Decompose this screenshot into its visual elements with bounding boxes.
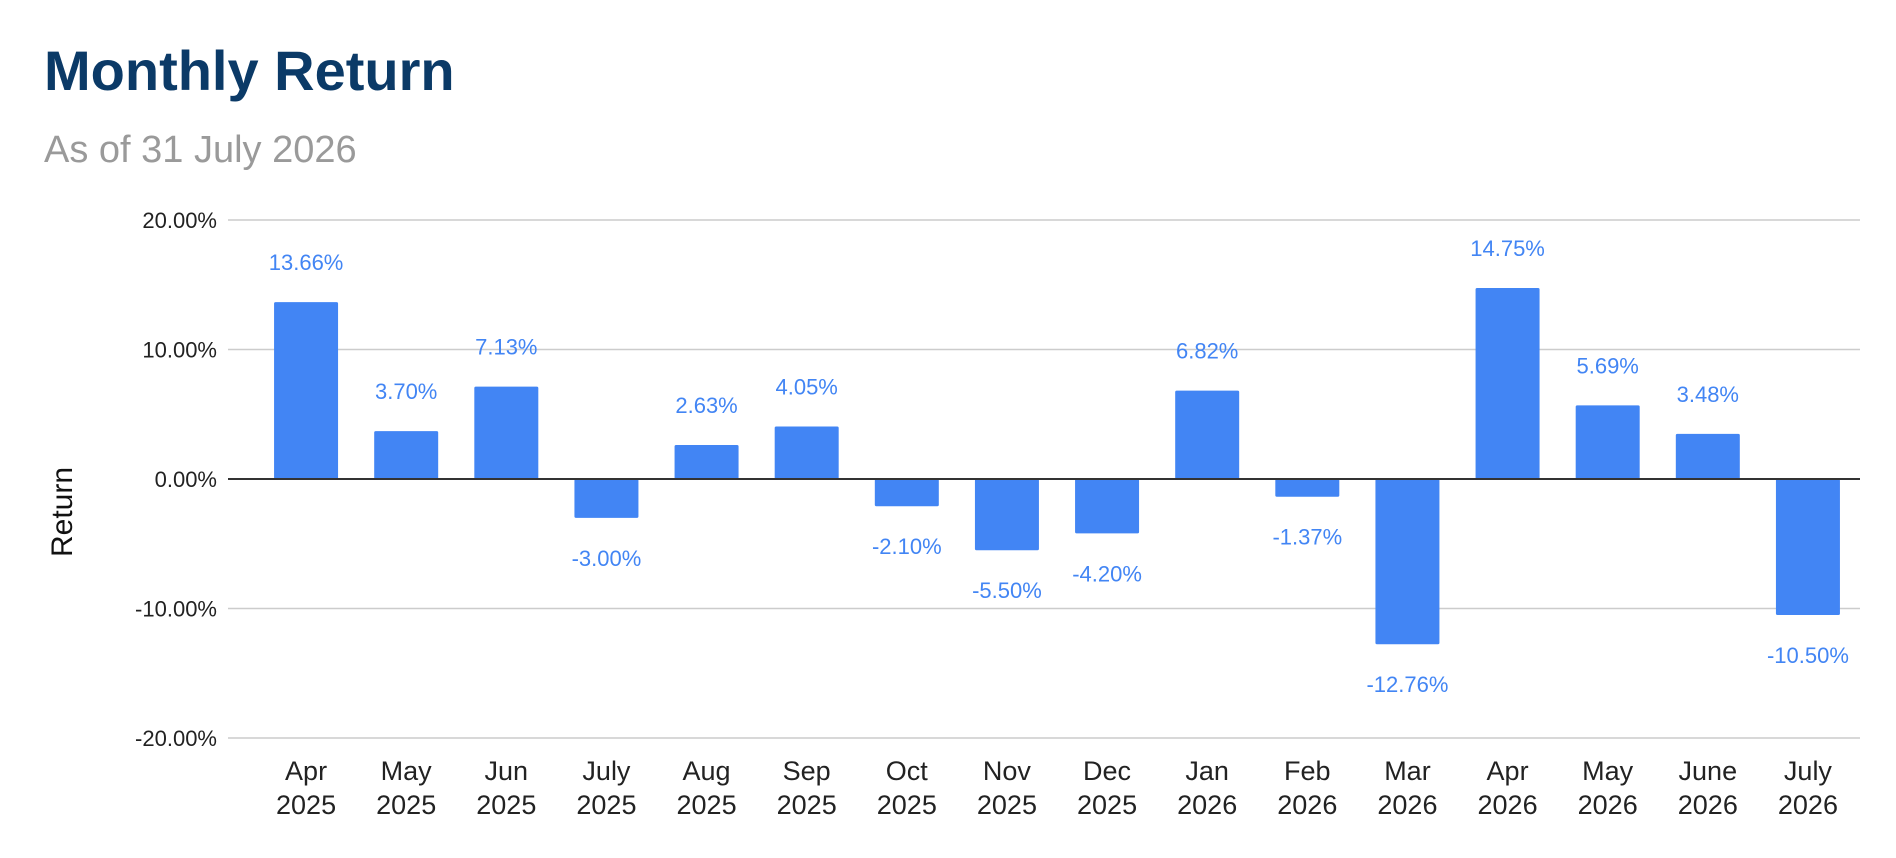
y-tick-label: -10.00% — [135, 597, 217, 622]
bar — [1375, 479, 1440, 645]
x-tick-label-month: Jun — [485, 756, 529, 786]
x-tick-label-month: Sep — [783, 756, 831, 786]
data-label: -5.50% — [972, 578, 1042, 603]
bar — [374, 431, 439, 479]
bar — [474, 386, 539, 479]
x-tick-label-year: 2025 — [677, 790, 737, 820]
x-tick-label-month: Oct — [886, 756, 929, 786]
x-tick-label-year: 2026 — [1478, 790, 1538, 820]
x-tick-label-month: Apr — [1487, 756, 1529, 786]
data-label: 5.69% — [1576, 353, 1638, 378]
data-label: 3.70% — [375, 379, 437, 404]
x-tick-label-year: 2025 — [777, 790, 837, 820]
bar — [974, 479, 1039, 551]
bar — [874, 479, 939, 507]
data-label: -1.37% — [1272, 525, 1342, 550]
bar — [1475, 287, 1540, 479]
x-tick-label-month: May — [1582, 756, 1634, 786]
x-tick-label-month: Feb — [1284, 756, 1331, 786]
x-tick-label-year: 2025 — [376, 790, 436, 820]
x-tick-label-year: 2026 — [1377, 790, 1437, 820]
data-label: 2.63% — [675, 393, 737, 418]
x-tick-label-year: 2026 — [1177, 790, 1237, 820]
bar — [1775, 479, 1840, 615]
data-label: 7.13% — [475, 335, 537, 360]
bar — [1075, 479, 1140, 534]
data-label: -4.20% — [1072, 561, 1142, 586]
x-axis-categories: Apr 2025 May 2025 Jun 2025 July 2025 Aug 2025 Sep 2… — [276, 756, 1838, 820]
chart-title: Monthly Return — [44, 39, 455, 102]
bar — [674, 444, 739, 479]
data-label: -2.10% — [872, 534, 942, 559]
bar — [1575, 405, 1640, 479]
data-label: -12.76% — [1366, 672, 1448, 697]
y-tick-label: 20.00% — [142, 208, 217, 233]
x-tick-label-year: 2025 — [276, 790, 336, 820]
x-tick-label-year: 2025 — [476, 790, 536, 820]
x-tick-label-month: July — [582, 756, 631, 786]
bar — [274, 302, 339, 479]
x-tick-label-month: May — [381, 756, 433, 786]
bar — [1275, 479, 1340, 497]
bar — [774, 426, 839, 479]
data-label: 14.75% — [1470, 236, 1545, 261]
data-label: 6.82% — [1176, 339, 1238, 364]
bar — [1175, 390, 1240, 479]
x-tick-label-month: Apr — [285, 756, 327, 786]
x-tick-label-month: Aug — [683, 756, 731, 786]
x-tick-label-month: Nov — [983, 756, 1032, 786]
x-tick-label-year: 2026 — [1678, 790, 1738, 820]
chart-subtitle: As of 31 July 2026 — [44, 129, 357, 171]
y-axis-ticks: 20.00% 10.00% 0.00% -10.00% -20.00% — [135, 208, 217, 751]
data-label: 3.48% — [1677, 382, 1739, 407]
bar — [1675, 433, 1740, 479]
x-tick-label-month: July — [1784, 756, 1833, 786]
data-label: 13.66% — [269, 250, 344, 275]
x-tick-label-year: 2025 — [977, 790, 1037, 820]
x-tick-label-year: 2026 — [1277, 790, 1337, 820]
y-tick-label: -20.00% — [135, 726, 217, 751]
bar — [574, 479, 639, 518]
x-tick-label-month: Mar — [1384, 756, 1431, 786]
data-label: -10.50% — [1767, 643, 1849, 668]
x-tick-label-year: 2026 — [1778, 790, 1838, 820]
x-tick-label-year: 2025 — [576, 790, 636, 820]
x-tick-label-month: Jan — [1185, 756, 1229, 786]
y-tick-label: 0.00% — [155, 467, 217, 492]
gridlines — [228, 219, 1860, 739]
bars — [274, 287, 1840, 645]
x-tick-label-year: 2025 — [877, 790, 937, 820]
data-label: 4.05% — [775, 375, 837, 400]
x-tick-label-year: 2025 — [1077, 790, 1137, 820]
x-tick-label-month: Dec — [1083, 756, 1131, 786]
x-tick-label-year: 2026 — [1578, 790, 1638, 820]
y-tick-label: 10.00% — [142, 338, 217, 363]
x-tick-label-month: June — [1679, 756, 1738, 786]
data-labels: 13.66% 3.70% 7.13% -3.00% 2.63% 4.05% -2.10% -5… — [269, 236, 1849, 697]
data-label: -3.00% — [572, 546, 642, 571]
y-axis-title: Return — [46, 467, 79, 557]
